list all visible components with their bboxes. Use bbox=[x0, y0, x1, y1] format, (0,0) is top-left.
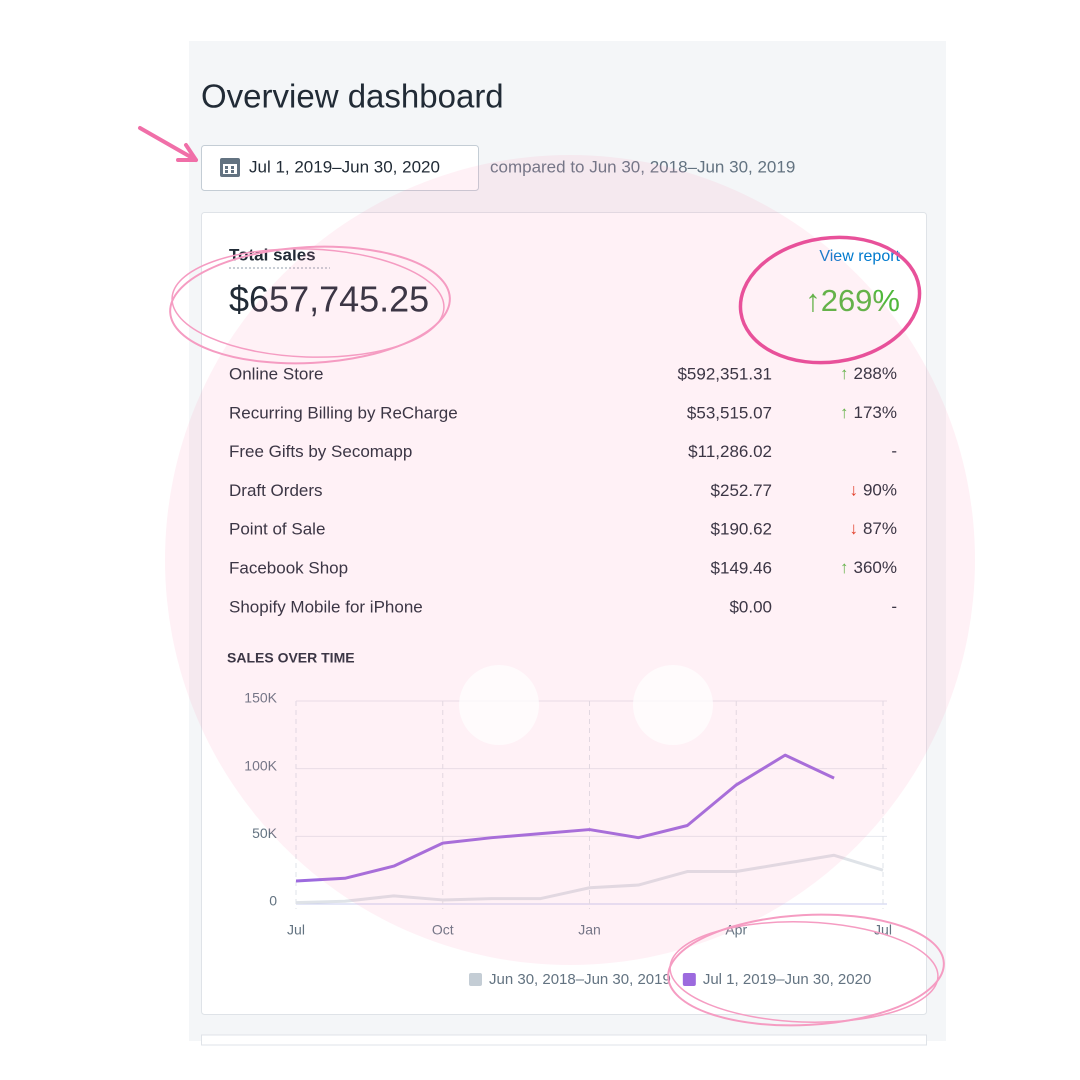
row-amount: $149.46 bbox=[711, 558, 772, 577]
x-tick-label: Jul bbox=[874, 922, 892, 938]
row-change-value: 90% bbox=[863, 481, 897, 500]
legend-swatch bbox=[682, 973, 696, 986]
view-report-link[interactable]: View report bbox=[819, 248, 900, 265]
y-tick-label: 50K bbox=[252, 825, 278, 841]
row-amount: $0.00 bbox=[729, 597, 772, 616]
y-tick-label: 100K bbox=[244, 757, 277, 773]
annotation-circle bbox=[669, 921, 939, 1023]
bag-motif-eye bbox=[459, 665, 539, 745]
series-line bbox=[295, 753, 835, 883]
row-change: - bbox=[891, 442, 897, 461]
next-card bbox=[201, 1034, 927, 1046]
row-arrow: ↓ bbox=[849, 481, 858, 500]
date-button-label[interactable]: Jul 1, 2019–Jun 30, 2020 bbox=[249, 157, 440, 176]
row-amount: $252.77 bbox=[711, 481, 772, 500]
row-name: Facebook Shop bbox=[229, 558, 348, 577]
row-change-value: 288% bbox=[854, 364, 897, 383]
row-arrow: ↑ bbox=[840, 558, 849, 577]
calendar-icon bbox=[220, 158, 240, 177]
row-arrow: ↑ bbox=[840, 364, 849, 383]
date-button[interactable] bbox=[201, 145, 479, 191]
row-change: ↑ 360% bbox=[840, 558, 897, 577]
annotations bbox=[138, 126, 945, 1027]
y-tick-label: 150K bbox=[244, 690, 277, 706]
row-name: Shopify Mobile for iPhone bbox=[229, 597, 423, 616]
row-name: Online Store bbox=[229, 364, 324, 383]
total-change: ↑269% bbox=[805, 283, 900, 318]
row-change: ↓ 90% bbox=[849, 481, 897, 500]
row-change: - bbox=[891, 597, 897, 616]
card bbox=[201, 212, 927, 1015]
row-change-value: - bbox=[891, 597, 897, 616]
total-change-value: 269% bbox=[821, 283, 900, 318]
bag-motif-eye bbox=[633, 665, 713, 745]
legend-label: Jun 30, 2018–Jun 30, 2019 bbox=[489, 971, 671, 988]
legend-label: Jul 1, 2019–Jun 30, 2020 bbox=[703, 971, 871, 988]
card-title: Total sales bbox=[229, 245, 316, 264]
annotation-circle bbox=[169, 245, 451, 365]
row-name: Draft Orders bbox=[229, 481, 323, 500]
row-change-value: 360% bbox=[854, 558, 897, 577]
annotation-circle bbox=[738, 235, 922, 365]
comparison-text: compared to Jun 30, 2018–Jun 30, 2019 bbox=[490, 157, 795, 176]
row-change: ↓ 87% bbox=[849, 520, 897, 539]
row-change-value: 87% bbox=[863, 520, 897, 539]
y-tick-label: 0 bbox=[269, 893, 277, 909]
row-amount: $190.62 bbox=[711, 520, 772, 539]
row-amount: $53,515.07 bbox=[687, 403, 772, 422]
chart-title: SALES OVER TIME bbox=[227, 650, 355, 666]
series-line bbox=[295, 853, 884, 905]
annotation-circle bbox=[667, 913, 945, 1027]
row-change: ↑ 173% bbox=[840, 403, 897, 422]
row-amount: $11,286.02 bbox=[688, 442, 772, 461]
x-tick-label: Jan bbox=[578, 922, 601, 938]
row-arrow: ↑ bbox=[840, 403, 849, 422]
row-change-value: 173% bbox=[854, 403, 897, 422]
annotation-arrow bbox=[138, 126, 198, 162]
total-arrow: ↑ bbox=[805, 283, 821, 318]
total-sales: $657,745.25 bbox=[229, 279, 429, 320]
row-name: Point of Sale bbox=[229, 520, 325, 539]
page-title: Overview dashboard bbox=[201, 78, 504, 115]
legend-swatch bbox=[469, 973, 482, 986]
row-name: Free Gifts by Secomapp bbox=[229, 442, 412, 461]
row-arrow: ↓ bbox=[849, 520, 858, 539]
row-name: Recurring Billing by ReCharge bbox=[229, 403, 458, 422]
row-change: ↑ 288% bbox=[840, 364, 897, 383]
row-amount: $592,351.31 bbox=[677, 364, 772, 383]
annotation-circle bbox=[171, 248, 445, 358]
row-change-value: - bbox=[891, 442, 897, 461]
x-tick-label: Jul bbox=[287, 922, 305, 938]
x-tick-label: Oct bbox=[432, 922, 454, 938]
